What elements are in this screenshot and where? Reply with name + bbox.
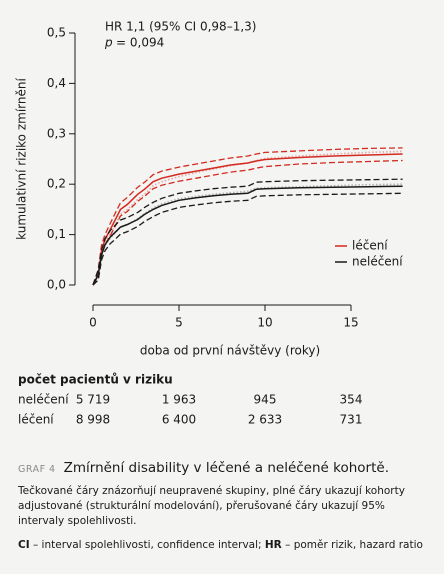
legend-label: neléčení xyxy=(352,255,403,269)
ci-lower-line xyxy=(92,159,403,286)
p-value: = 0,094 xyxy=(116,36,164,50)
caption-description: Tečkované čáry znázorňují neupravené sku… xyxy=(18,485,405,527)
ci-lower-line xyxy=(92,192,403,286)
ci-upper-line xyxy=(92,147,403,286)
caption-title: Zmírnění disability v léčené a neléčené … xyxy=(63,460,389,476)
risk-cell: 945 xyxy=(254,393,277,407)
ci-upper-line xyxy=(92,178,403,286)
footnote-text: – interval spolehlivosti, confidence int… xyxy=(29,539,265,551)
risk-row-label: neléčení xyxy=(18,393,69,407)
caption-footnote: CI – interval spolehlivosti, confidence … xyxy=(18,539,430,551)
caption-label: GRAF 4 xyxy=(18,464,56,475)
x-tick-label: 15 xyxy=(343,316,358,330)
unadjusted-line xyxy=(92,150,403,286)
risk-table-title: počet pacientů v riziku xyxy=(18,373,173,387)
footnote-abbr: CI xyxy=(18,539,30,551)
risk-cell: 5 719 xyxy=(76,393,110,407)
x-tick-label: 5 xyxy=(175,316,183,330)
y-axis-label: kumulativní riziko zmírnění xyxy=(15,78,29,240)
risk-cell: 2 633 xyxy=(248,413,282,427)
caption: GRAF 4 Zmírnění disability v léčené a nel… xyxy=(18,460,430,551)
risk-cell: 731 xyxy=(340,413,363,427)
risk-cell: 8 998 xyxy=(76,413,110,427)
x-axis-label: doba od první návštěvy (roky) xyxy=(140,344,320,358)
annotation: HR 1,1 (95% CI 0,98–1,3) xyxy=(105,20,256,34)
y-tick-label: 0,4 xyxy=(47,76,66,90)
series-line xyxy=(92,185,403,286)
legend-label: léčení xyxy=(352,239,388,253)
risk-cell: 1 963 xyxy=(162,393,196,407)
y-tick-label: 0,2 xyxy=(47,177,66,191)
p-symbol: p xyxy=(104,36,113,50)
risk-cell: 354 xyxy=(340,393,363,407)
y-tick-label: 0,3 xyxy=(47,126,66,140)
x-tick-label: 0 xyxy=(89,316,97,330)
caption-head: GRAF 4 Zmírnění disability v léčené a nel… xyxy=(18,460,430,476)
footnote-text: – poměr rizik, hazard ratio xyxy=(281,539,423,551)
y-tick-label: 0,0 xyxy=(47,278,66,292)
y-tick-label: 0,5 xyxy=(47,26,66,40)
risk-row-label: léčení xyxy=(18,413,54,427)
x-tick-label: 10 xyxy=(257,316,272,330)
chart: kumulativní riziko zmírnění doba od prvn… xyxy=(15,20,404,427)
risk-cell: 6 400 xyxy=(162,413,196,427)
footnote-abbr: HR xyxy=(264,539,282,551)
y-tick-label: 0,1 xyxy=(47,227,66,241)
